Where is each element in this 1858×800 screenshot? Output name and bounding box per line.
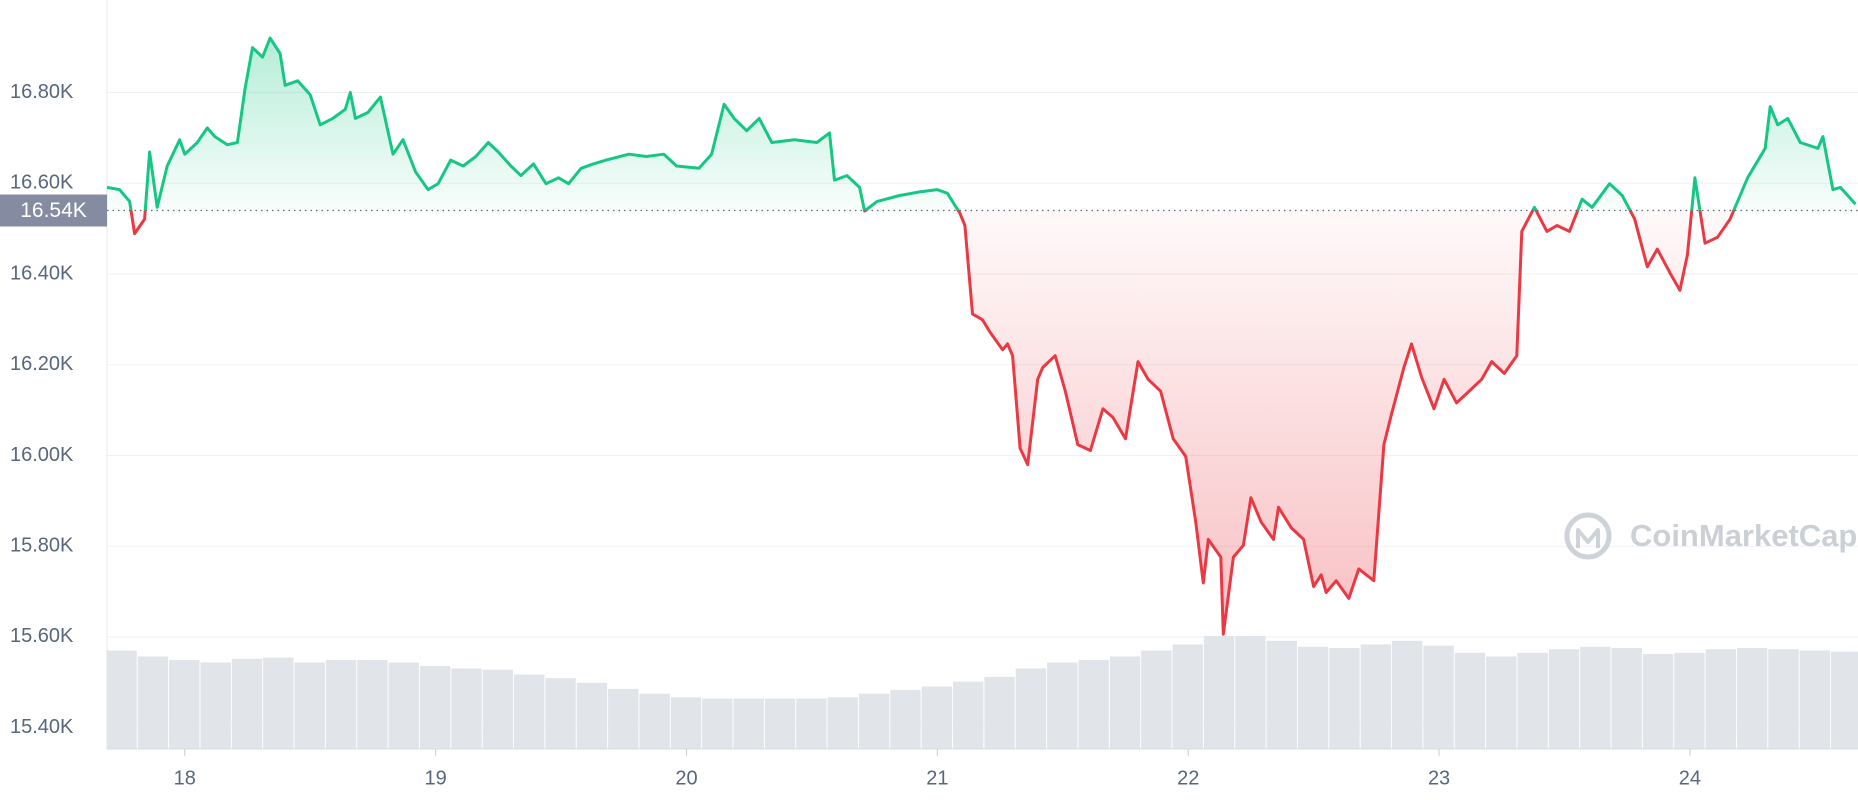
baseline-label: 16.54K xyxy=(20,199,87,222)
watermark-text: CoinMarketCap xyxy=(1630,518,1857,553)
volume-bar xyxy=(1674,652,1705,749)
x-tick-label: 19 xyxy=(425,767,447,789)
volume-bar xyxy=(1611,648,1642,749)
volume-bar xyxy=(1015,668,1047,749)
volume-bar xyxy=(1705,649,1736,749)
volume-bar xyxy=(1831,651,1858,749)
volume-bar xyxy=(1047,662,1078,749)
volume-bar xyxy=(576,682,608,749)
volume-bar xyxy=(1799,650,1831,749)
volume-bar xyxy=(545,678,576,749)
volume-bar xyxy=(984,676,1015,749)
volume-bar xyxy=(1078,660,1109,749)
volume-bar xyxy=(1172,644,1203,749)
volume-bar xyxy=(1517,652,1548,749)
y-tick-label: 15.80K xyxy=(10,534,74,556)
y-tick-label: 16.80K xyxy=(10,81,74,103)
volume-bar xyxy=(1360,644,1392,749)
volume-bar xyxy=(608,688,639,749)
volume-bar xyxy=(796,698,827,749)
volume-bar xyxy=(733,698,764,749)
y-tick-label: 16.40K xyxy=(10,262,74,284)
x-tick-label: 20 xyxy=(675,767,697,789)
volume-bar xyxy=(1266,640,1297,749)
volume-bar xyxy=(1454,652,1486,749)
volume-bar xyxy=(1392,640,1423,749)
x-tick-label: 21 xyxy=(926,767,948,789)
volume-bar xyxy=(764,698,796,749)
volume-bar xyxy=(1141,650,1172,749)
volume-bar xyxy=(670,697,702,749)
baseline-label-bg xyxy=(0,194,107,227)
volume-bar xyxy=(137,656,169,749)
volume-bar xyxy=(514,674,545,749)
volume-bar xyxy=(1580,646,1611,749)
volume-bar xyxy=(1736,648,1768,749)
volume-bar xyxy=(106,650,137,749)
watermark-logo xyxy=(1564,512,1612,560)
y-tick-label: 16.20K xyxy=(10,353,74,375)
price-area xyxy=(107,38,1856,635)
volume-bar xyxy=(294,662,325,749)
y-tick-label: 16.60K xyxy=(10,172,74,194)
volume-bar xyxy=(451,668,482,749)
volume-bar xyxy=(1297,646,1329,749)
volume-bar xyxy=(1486,656,1517,749)
x-tick-label: 22 xyxy=(1177,767,1199,789)
volume-bar xyxy=(1548,649,1580,749)
volume-bar xyxy=(702,698,733,749)
volume-bar xyxy=(858,693,890,749)
y-tick-label: 15.40K xyxy=(10,716,74,738)
watermark: CoinMarketCap xyxy=(1564,512,1857,560)
volume-bar xyxy=(1109,656,1141,749)
x-tick-label: 24 xyxy=(1679,767,1701,789)
volume-bar xyxy=(1768,649,1799,749)
volume-bar xyxy=(639,693,670,749)
volume-bar xyxy=(419,666,451,749)
watermark-logo-m xyxy=(1576,528,1600,548)
volume-bar xyxy=(921,686,953,749)
volume-bar xyxy=(890,690,921,749)
volume-bar xyxy=(1642,654,1674,749)
volume-bar xyxy=(482,669,514,749)
volume-bar xyxy=(953,681,984,749)
volume-bar xyxy=(325,660,357,749)
volume-bar xyxy=(357,660,388,749)
volume-bar xyxy=(263,657,294,749)
y-tick-label: 16.00K xyxy=(10,444,74,466)
volume-bar xyxy=(1423,645,1454,749)
volume-bar xyxy=(388,662,419,749)
volume-bar xyxy=(231,658,263,749)
volume-bar xyxy=(1203,636,1235,749)
y-tick-label: 15.60K xyxy=(10,625,74,647)
volume-bar xyxy=(1235,636,1266,749)
volume-bar xyxy=(200,662,231,749)
volume-bar xyxy=(169,660,200,749)
volume-bar xyxy=(827,697,858,749)
x-tick-label: 23 xyxy=(1428,767,1450,789)
x-tick-label: 18 xyxy=(174,767,196,789)
volume-bar xyxy=(1329,648,1360,749)
price-line xyxy=(106,36,1857,636)
